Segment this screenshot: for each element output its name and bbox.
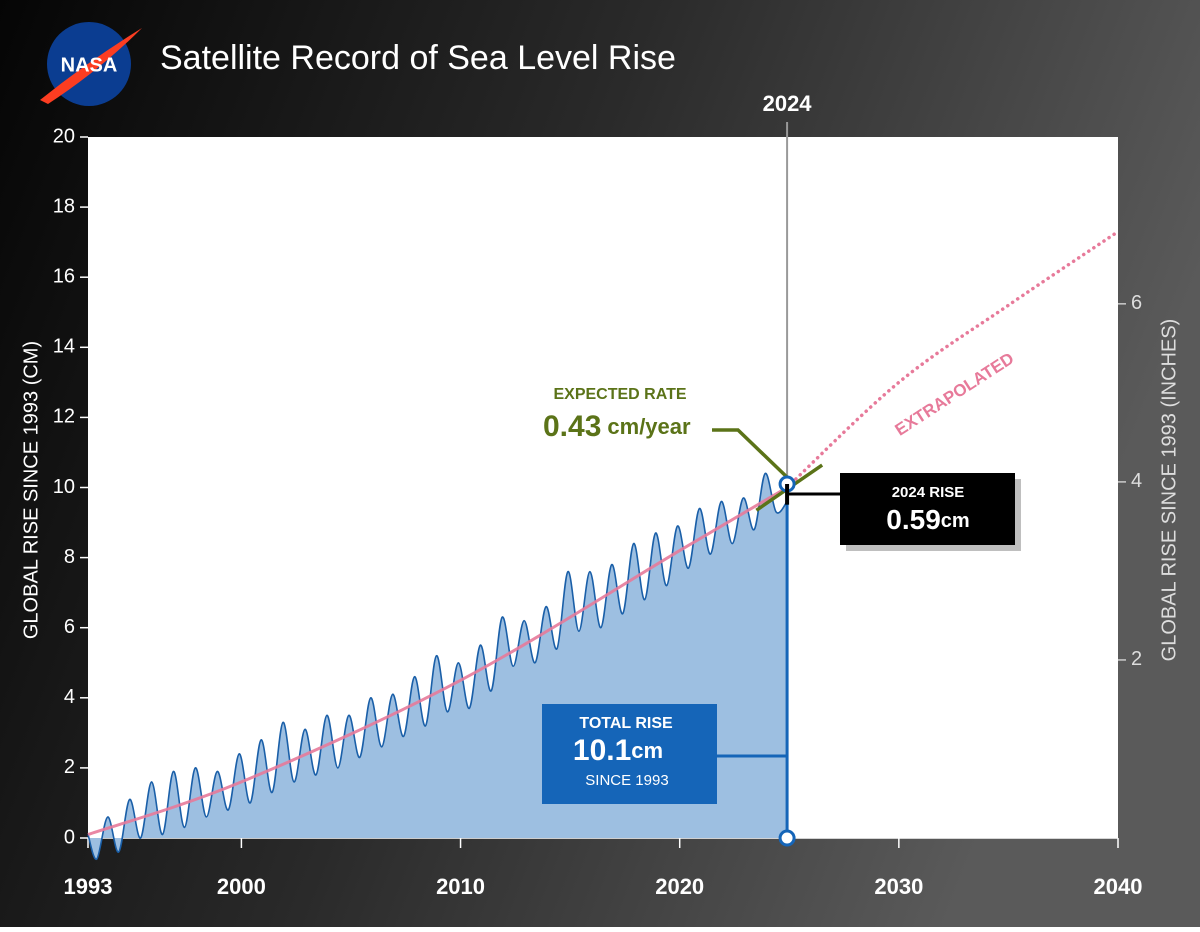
marker-label: 2024 [763,91,813,116]
rise-2024-unit: cm [941,510,970,532]
rate-value: 0.43 [543,410,601,443]
extrapolated-line [785,229,1120,490]
total-rise-value-group: 10.1cm [573,734,663,767]
y-tick-label: 14 [53,336,75,358]
rise-2024-label: 2024 RISE [892,484,965,501]
total-rise-value: 10.1 [573,734,631,767]
y-tick-label: 2 [64,756,75,778]
x-tick-label: 2030 [874,874,923,899]
total-rise-base [778,829,796,847]
y-axis-label: GLOBAL RISE SINCE 1993 (CM) [20,341,42,639]
y-tick-label: 8 [64,546,75,568]
x-tick-label: 2010 [436,874,485,899]
rate-label: EXPECTED RATE [553,386,686,403]
x-tick-label: 1993 [64,874,113,899]
x-tick-label: 2040 [1094,874,1143,899]
y-tick-label: 12 [53,406,75,428]
y-tick-label: 4 [64,686,75,708]
y2-axis-label: GLOBAL RISE SINCE 1993 (INCHES) [1158,319,1180,662]
data-line [87,472,788,860]
y-tick-label: 20 [53,125,75,147]
y-tick-label: 6 [64,616,75,638]
rise-2024-value-group: 0.59cm [886,504,969,535]
total-rise-label: TOTAL RISE [579,715,673,732]
rise-2024-value: 0.59 [886,504,941,535]
x-tick-label: 2020 [655,874,704,899]
y2-tick-label: 4 [1131,470,1142,492]
x-tick-label: 2000 [217,874,266,899]
trend-line [87,486,788,836]
logo-text: NASA [61,54,118,76]
y-tick-label: 0 [64,826,75,848]
rate-connector [712,428,792,482]
total-rise-unit: cm [631,738,663,763]
rise-2024-box [840,473,1015,545]
y-tick-label: 18 [53,195,75,217]
y-tick-label: 16 [53,265,75,287]
y2-tick-label: 6 [1131,292,1142,314]
y-tick-label: 10 [53,476,75,498]
y2-tick-label: 2 [1131,648,1142,670]
total-rise-box [542,704,717,804]
logo-swoosh [40,28,142,104]
chart-title: Satellite Record of Sea Level Rise [160,39,676,77]
total-rise-note: SINCE 1993 [585,772,668,789]
nasa-logo: NASA [40,22,142,106]
rate-unit: cm/year [607,414,691,439]
